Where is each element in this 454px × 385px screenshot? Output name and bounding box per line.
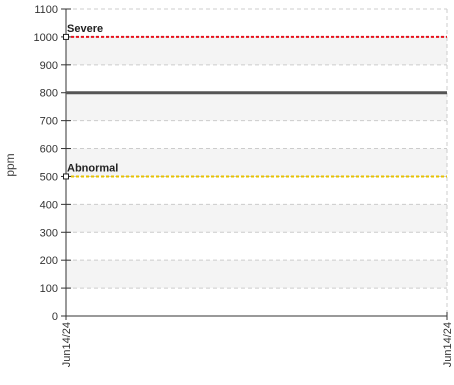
threshold-label: Severe	[67, 23, 103, 35]
plot-bands	[66, 36, 447, 289]
y-tick-label: 1100	[34, 4, 58, 16]
y-tick-label: 400	[40, 199, 58, 211]
axes	[65, 9, 447, 317]
x-tick-label: Jun14/24	[61, 322, 73, 367]
y-tick-label: 800	[40, 88, 58, 100]
y-tick-label: 0	[52, 311, 58, 323]
y-tick-label: 500	[40, 171, 58, 183]
y-tick-label: 900	[40, 60, 58, 72]
threshold-marker	[63, 33, 69, 40]
y-axis-title: ppm	[3, 153, 17, 176]
y-tick-label: 700	[40, 116, 58, 128]
x-axis-ticks: Jun14/24 Jun14/24	[61, 312, 454, 367]
x-tick-label: Jun14/24	[442, 322, 454, 367]
y-tick-label: 600	[40, 144, 58, 156]
plot-band	[66, 36, 447, 65]
y-tick-label: 100	[40, 283, 58, 295]
y-tick-label: 300	[40, 227, 58, 239]
plot-band	[66, 260, 447, 289]
y-tick-label: 200	[40, 255, 58, 267]
plot-band	[66, 204, 447, 233]
y-tick-label: 1000	[34, 32, 58, 44]
plot-band	[66, 92, 447, 121]
threshold-marker	[63, 173, 69, 180]
plot-band	[66, 148, 447, 177]
threshold-lines: Severe Abnormal	[63, 23, 447, 180]
y-axis-ticks: 0 100 200 300 400 500 600 700 800 900 1000 1100	[34, 4, 71, 323]
threshold-label: Abnormal	[67, 162, 118, 174]
